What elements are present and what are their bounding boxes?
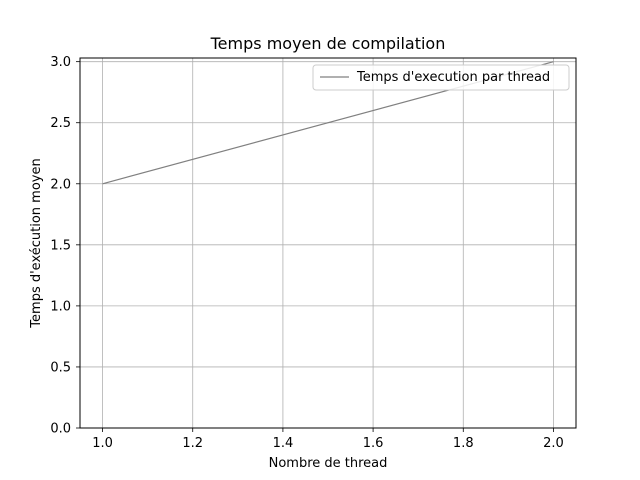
y-tick-label: 2.0 xyxy=(50,177,71,192)
chart-title: Temps moyen de compilation xyxy=(210,34,446,53)
y-tick-label: 1.0 xyxy=(50,299,71,314)
x-tick-label: 1.0 xyxy=(92,436,113,451)
y-axis-label: Temps d'exécution moyen xyxy=(29,158,44,328)
x-tick-label: 1.4 xyxy=(273,436,294,451)
x-tick-label: 1.8 xyxy=(453,436,474,451)
legend-label: Temps d'execution par thread xyxy=(356,70,550,85)
y-tick-label: 0.0 xyxy=(50,422,71,437)
x-tick-label: 2.0 xyxy=(543,436,564,451)
plot-frame xyxy=(79,57,577,429)
x-axis-label: Nombre de thread xyxy=(269,456,388,471)
y-tick-label: 1.5 xyxy=(50,238,71,253)
y-tick-label: 0.5 xyxy=(50,360,71,375)
y-tick-label: 2.5 xyxy=(50,116,71,131)
axis-ticks: 1.0 1.2 1.4 1.6 1.8 2.0 0.0 0.5 1.0 1.5 2.0 2.5 3.0 xyxy=(50,55,563,451)
x-tick-label: 1.2 xyxy=(182,436,203,451)
legend-box xyxy=(312,64,570,91)
y-tick-label: 3.0 xyxy=(50,55,71,70)
legend: Temps d'execution par thread xyxy=(312,64,570,91)
x-tick-label: 1.6 xyxy=(363,436,384,451)
grid xyxy=(80,58,576,429)
